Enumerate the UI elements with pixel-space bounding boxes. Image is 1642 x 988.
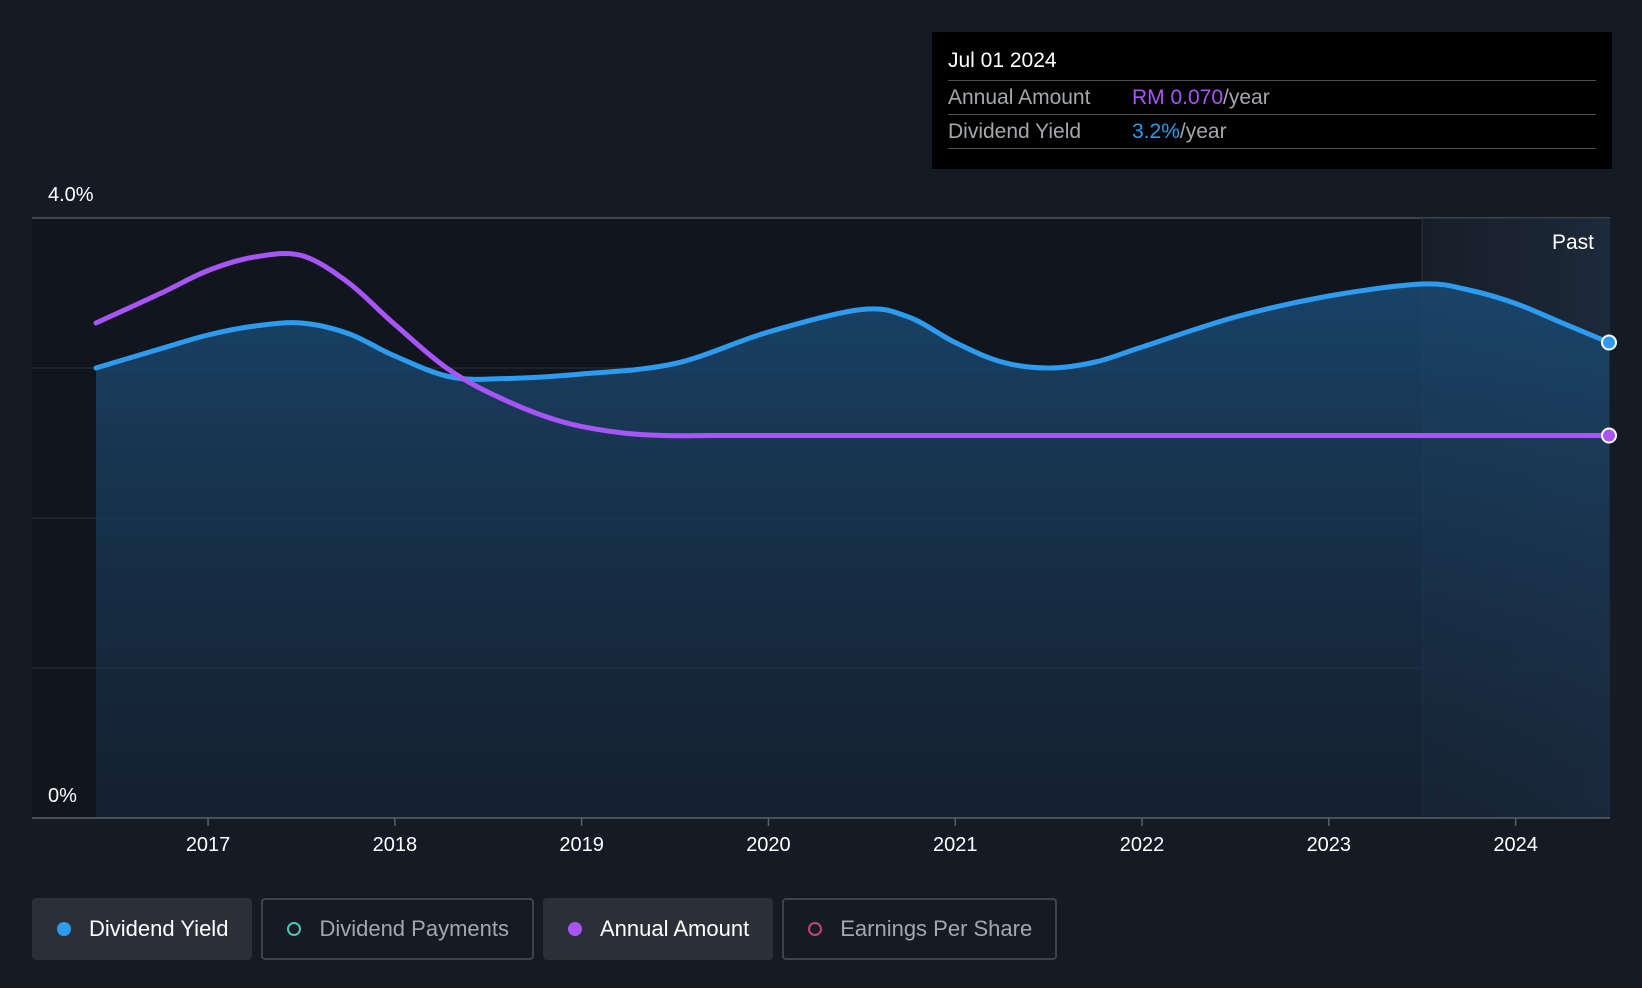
legend-dividend-yield-dot [57, 922, 71, 936]
tooltip-row-annual-amount: Annual Amount RM 0.070/year [948, 81, 1596, 115]
tooltip-annual-amount-unit: /year [1223, 86, 1270, 109]
x-tick-label: 2019 [559, 834, 604, 856]
y-tick-label-bottom: 0% [48, 785, 77, 807]
legend: Dividend Yield Dividend Payments Annual … [32, 898, 1066, 960]
x-tick-label: 2018 [373, 834, 418, 856]
legend-annual-amount-dot [567, 922, 582, 936]
x-tick-label: 2023 [1307, 834, 1352, 856]
tooltip-annual-amount-label: Annual Amount [948, 86, 1091, 109]
tooltip: Jul 01 2024 Annual Amount RM 0.070/year … [932, 32, 1612, 169]
dividend-yield-marker [1601, 334, 1617, 351]
legend-dividend-payments-dot [287, 922, 302, 936]
legend-dividend-yield-label: Dividend Yield [89, 916, 229, 941]
tooltip-dividend-yield-label: Dividend Yield [948, 120, 1082, 143]
annual-amount-line [93, 250, 1612, 439]
x-tick-label: 2024 [1493, 834, 1538, 856]
tooltip-dividend-yield-value: 3.2% [1132, 120, 1180, 143]
x-tick-label: 2021 [933, 834, 978, 856]
legend-annual-amount[interactable]: Annual Amount [542, 898, 774, 960]
x-tick-label: 2020 [746, 834, 791, 856]
tooltip-row-dividend-yield: Dividend Yield 3.2%/year [948, 115, 1596, 149]
annual-amount-marker [1601, 427, 1617, 444]
tooltip-date: Jul 01 2024 [948, 46, 1596, 81]
legend-earnings-per-share-label: Earnings Per Share [840, 916, 1033, 941]
dividend-yield-line [93, 281, 1612, 382]
legend-annual-amount-label: Annual Amount [599, 916, 750, 941]
legend-earnings-per-share[interactable]: Earnings Per Share [782, 898, 1058, 960]
legend-dividend-yield[interactable]: Dividend Yield [32, 898, 253, 960]
past-label: Past [1552, 231, 1594, 254]
x-tick-label: 2017 [186, 834, 231, 856]
tooltip-annual-amount-value: RM 0.070 [1132, 86, 1224, 109]
tooltip-dividend-yield-unit: /year [1179, 120, 1227, 143]
legend-dividend-payments[interactable]: Dividend Payments [261, 898, 534, 960]
legend-earnings-per-share-dot [808, 922, 823, 936]
dividend-yield-area [96, 283, 1609, 818]
y-tick-label-top: 4.0% [48, 184, 94, 206]
legend-dividend-payments-label: Dividend Payments [319, 916, 509, 941]
x-tick-label: 2022 [1120, 834, 1165, 856]
